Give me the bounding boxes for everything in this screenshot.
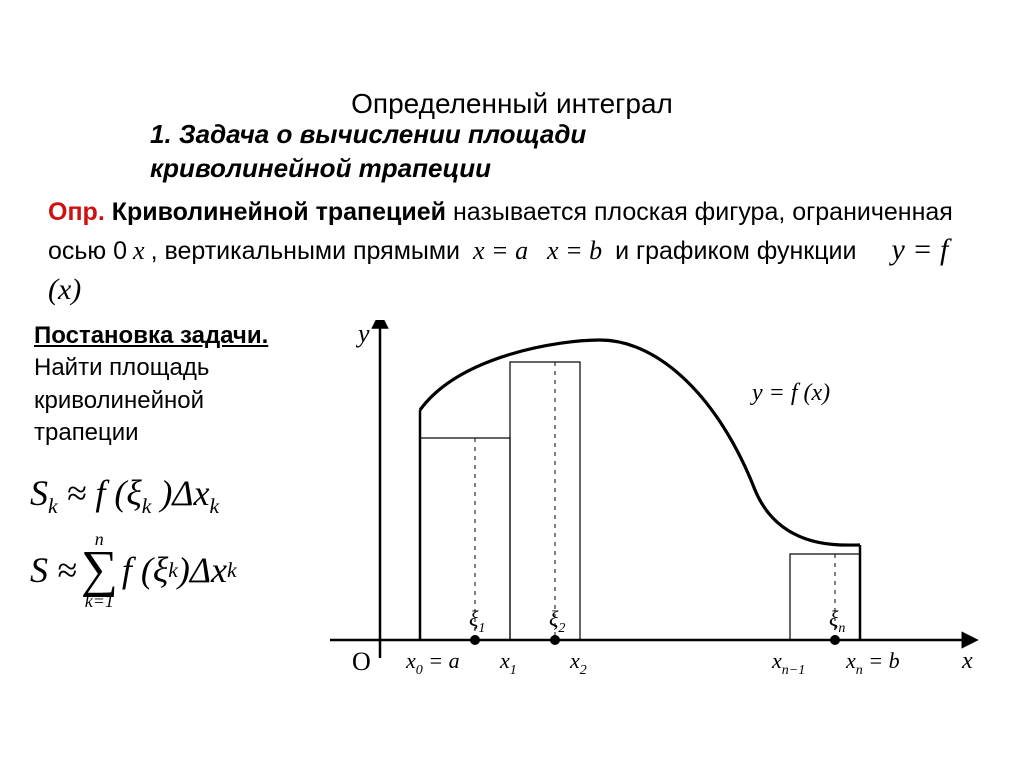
f1-k2: k: [142, 494, 152, 518]
svg-text:x2: x2: [569, 648, 587, 678]
section-heading: 1. Задача о вычислении площади криволине…: [150, 118, 586, 186]
f1-S: S: [30, 473, 48, 513]
task-l1: Найти площадь: [34, 354, 209, 381]
heading-l2: криволинейной трапеции: [150, 153, 491, 183]
formula-sk: Sk ≈ f (ξk )Δxk: [30, 472, 219, 519]
def-term: Криволинейной трапецией: [112, 198, 446, 226]
svg-text:xn = b: xn = b: [845, 648, 900, 678]
task-l2: криволинейной: [34, 387, 204, 414]
integral-diagram: y x Oy = f (x) ξ1 ξ2 ξn x0 = a x1 x2 xn−1 xn = b: [300, 320, 1000, 700]
f2-k2: k: [227, 558, 237, 583]
f2-rhs1: f (ξ: [122, 549, 168, 591]
svg-text:ξ2: ξ2: [549, 606, 565, 636]
def-text-2: , вертикальными прямыми: [151, 237, 467, 265]
svg-text:ξn: ξn: [829, 606, 845, 636]
axis-var: x: [127, 236, 151, 265]
f1-k: k: [48, 494, 58, 518]
sum-sigma: ∑: [81, 548, 118, 592]
svg-text:xn−1: xn−1: [771, 648, 805, 678]
svg-text:ξ1: ξ1: [469, 606, 485, 636]
eq-xb: x = b: [541, 236, 608, 265]
svg-text:y: y: [355, 320, 370, 348]
def-label: Опр.: [48, 198, 105, 226]
f1-approx: ≈: [58, 473, 96, 513]
f2-rhs2: )Δx: [178, 549, 227, 591]
heading-l1: 1. Задача о вычислении площади: [150, 119, 586, 149]
task-label: Постановка задачи.: [34, 322, 268, 349]
sum-symbol: n ∑ k=1: [81, 530, 118, 610]
f1-k3: k: [209, 494, 219, 518]
sum-bot: k=1: [85, 592, 114, 610]
def-text-3: и графиком функции: [615, 237, 856, 265]
svg-text:x0 = a: x0 = a: [405, 648, 460, 678]
task-l3: трапеции: [34, 419, 139, 446]
f2-k: k: [168, 558, 178, 583]
svg-text:O: O: [352, 647, 371, 676]
eq-xa: x = a: [467, 236, 534, 265]
f2-S: S ≈: [30, 549, 77, 591]
page-title: Определенный интеграл: [0, 88, 1024, 120]
svg-text:x: x: [961, 648, 973, 674]
definition-block: Опр. Криволинейной трапецией называется …: [48, 196, 978, 311]
svg-text:y = f (x): y = f (x): [750, 380, 830, 406]
formula-s-sum: S ≈ n ∑ k=1 f (ξk )Δxk: [30, 530, 237, 610]
f1-rhs2: )Δx: [151, 473, 209, 513]
f1-rhs1: f (ξ: [95, 473, 141, 513]
svg-text:x1: x1: [499, 648, 517, 678]
task-block: Постановка задачи. Найти площадь криволи…: [34, 320, 268, 450]
